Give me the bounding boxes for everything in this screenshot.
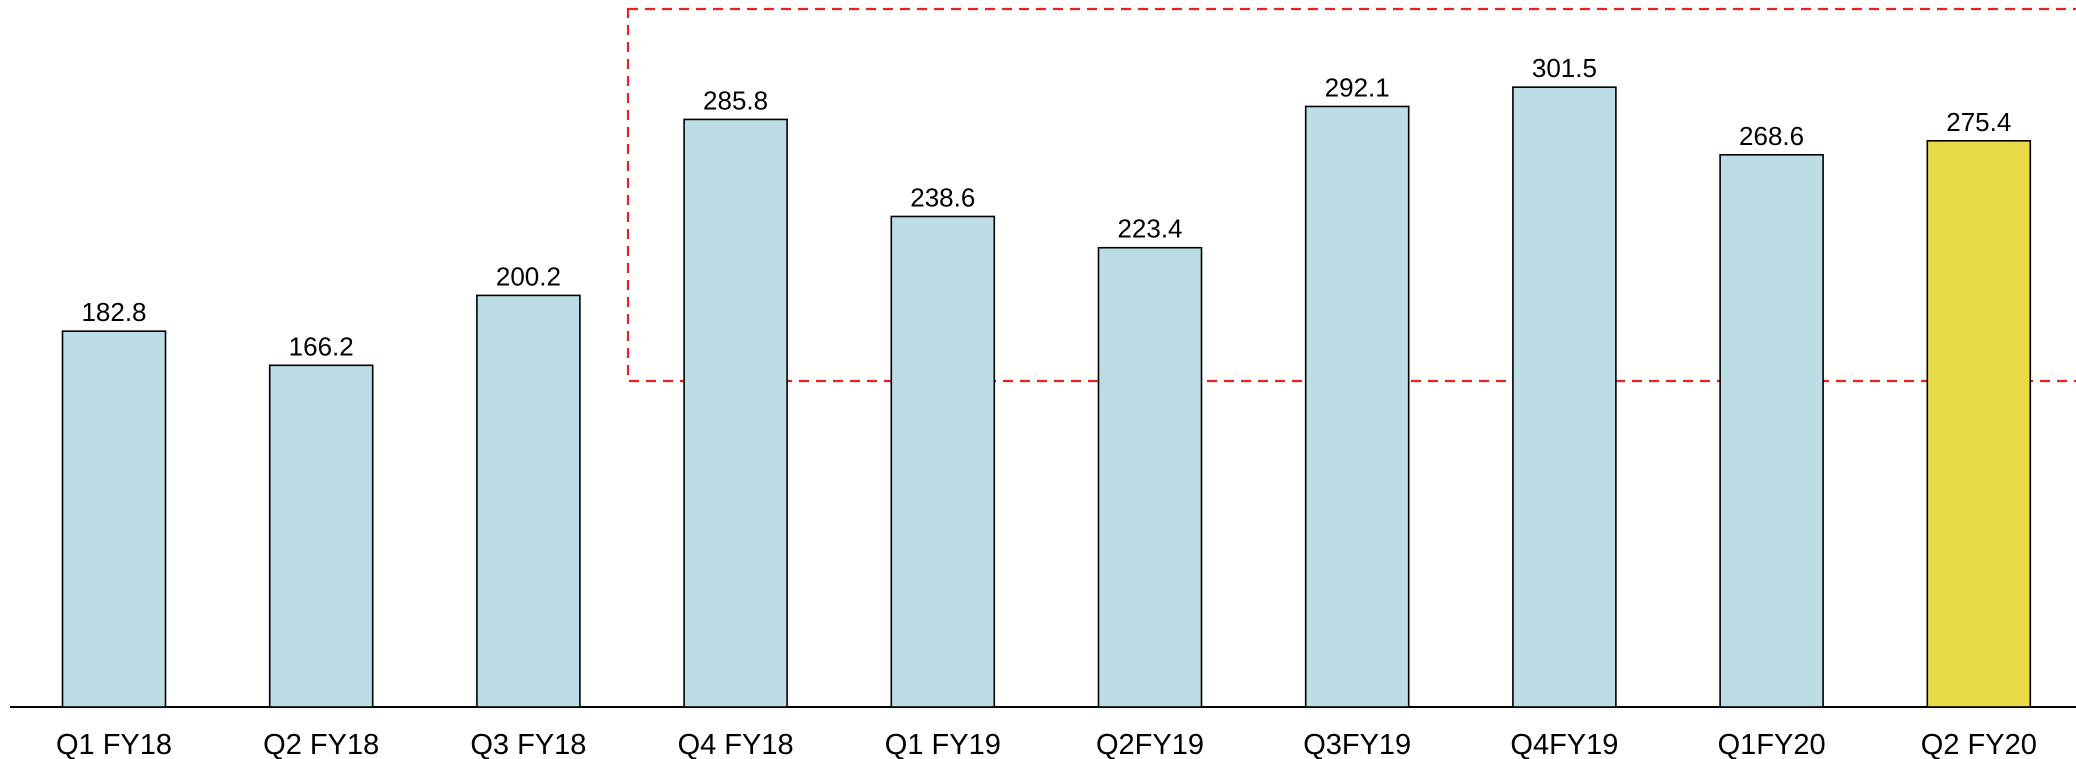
x-tick-label: Q3FY19 — [1303, 729, 1411, 759]
bar — [476, 294, 581, 708]
bar — [1304, 105, 1410, 708]
x-tick-label: Q1 FY18 — [56, 729, 172, 759]
x-tick-label: Q1FY20 — [1718, 729, 1826, 759]
x-tick-label: Q2 FY20 — [1921, 729, 2037, 759]
x-tick-label: Q2 FY18 — [263, 729, 379, 759]
highlight-box — [626, 7, 2076, 383]
value-label: 301.5 — [1532, 53, 1597, 83]
x-tick-label: Q3 FY18 — [470, 729, 586, 759]
value-label: 268.6 — [1739, 121, 1804, 151]
value-label: 223.4 — [1117, 214, 1182, 244]
bar — [1719, 153, 1824, 708]
value-label: 200.2 — [496, 261, 561, 291]
value-label: 285.8 — [703, 85, 768, 115]
value-label: 292.1 — [1325, 72, 1390, 102]
value-label: 275.4 — [1946, 107, 2011, 137]
x-tick-label: Q1 FY19 — [885, 729, 1001, 759]
value-label: 166.2 — [289, 331, 354, 361]
bar — [890, 215, 996, 708]
bar — [683, 118, 788, 708]
x-tick-label: Q4 FY18 — [678, 729, 794, 759]
value-label: 182.8 — [81, 297, 146, 327]
x-tick-label: Q4FY19 — [1510, 729, 1618, 759]
bar — [268, 364, 374, 708]
value-label: 238.6 — [910, 182, 975, 212]
bar — [1512, 86, 1617, 708]
bar — [1926, 140, 2032, 708]
bar — [61, 330, 167, 708]
x-tick-label: Q2FY19 — [1096, 729, 1204, 759]
bar — [1097, 246, 1203, 708]
